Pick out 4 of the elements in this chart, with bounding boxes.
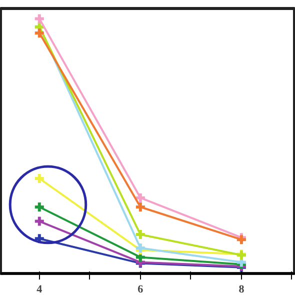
x-tick-label: 6 xyxy=(138,284,144,295)
x-tick-label: 8 xyxy=(238,284,245,295)
point xyxy=(134,192,146,204)
x-tick-label: 4 xyxy=(36,284,43,295)
